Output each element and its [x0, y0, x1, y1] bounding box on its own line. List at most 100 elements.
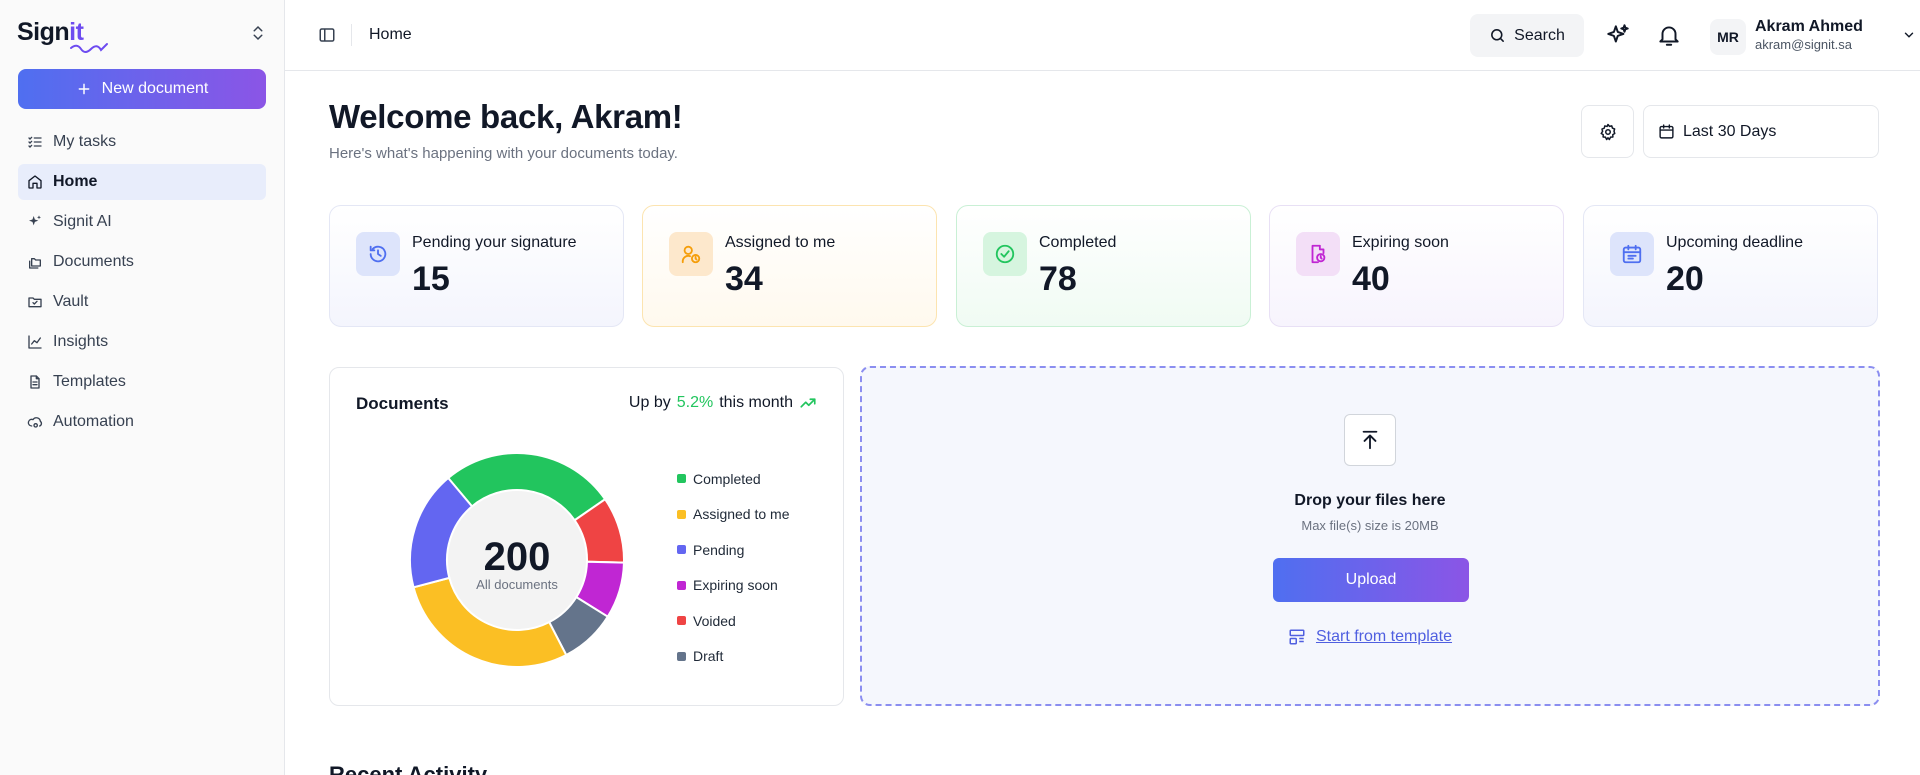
user-menu[interactable]: MR Akram Ahmed akram@signit.sa	[1710, 16, 1914, 56]
top-bar: Home Search MR Akram Ahmed akram@signit.…	[285, 0, 1920, 71]
trending-up-icon	[800, 398, 816, 408]
documents-donut-chart: 200 All documents	[410, 453, 624, 667]
divider	[351, 24, 352, 46]
stat-card-expiring[interactable]: Expiring soon 40	[1269, 205, 1564, 327]
stat-value: 20	[1666, 260, 1704, 298]
sidebar-item-my-tasks[interactable]: My tasks	[18, 124, 266, 160]
sidebar-item-signit-ai[interactable]: Signit AI	[18, 204, 266, 240]
dashboard-settings-button[interactable]	[1581, 105, 1634, 158]
legend-item-voided: Voided	[677, 603, 790, 639]
new-document-button[interactable]: New document	[18, 69, 266, 109]
donut-total-label: All documents	[476, 577, 558, 592]
stat-label: Assigned to me	[725, 234, 836, 251]
breadcrumb[interactable]: Home	[369, 26, 412, 43]
page-subtitle: Here's what's happening with your docume…	[329, 145, 678, 162]
stat-value: 40	[1352, 260, 1390, 298]
dropzone-title: Drop your files here	[1294, 492, 1446, 509]
list-checks-icon	[28, 136, 42, 148]
sidebar-item-label: Insights	[53, 333, 109, 350]
upload-button[interactable]: Upload	[1273, 558, 1469, 602]
donut-total: 200	[484, 535, 551, 579]
legend-label: Completed	[693, 470, 761, 487]
stat-card-deadline[interactable]: Upcoming deadline 20	[1583, 205, 1878, 327]
legend-swatch	[677, 616, 686, 626]
chart-legend: Completed Assigned to me Pending Expiring s…	[677, 461, 790, 674]
trend-percentage: 5.2%	[676, 394, 714, 411]
user-email: akram@signit.sa	[1755, 37, 1853, 52]
donut-slice-assigned-to-me[interactable]	[412, 576, 568, 667]
stat-value: 34	[725, 260, 763, 298]
search-icon	[1491, 29, 1505, 42]
documents-card-title: Documents	[356, 394, 449, 413]
check-circle-icon	[983, 232, 1027, 276]
user-name: Akram Ahmed	[1755, 18, 1863, 35]
chevrons-up-down-icon[interactable]	[249, 24, 267, 42]
stat-label: Expiring soon	[1352, 234, 1449, 251]
logo-swoosh-icon	[70, 43, 108, 53]
sidebar-item-automation[interactable]: Automation	[18, 404, 266, 440]
trend-prefix: Up by	[628, 394, 671, 411]
sidebar: Signit New document My tasks Home Signit…	[0, 0, 285, 775]
user-clock-icon	[669, 232, 713, 276]
donut-center	[447, 490, 587, 630]
sidebar-item-insights[interactable]: Insights	[18, 324, 266, 360]
sidebar-item-label: Signit AI	[53, 213, 112, 230]
sidebar-item-documents[interactable]: Documents	[18, 244, 266, 280]
calendar-icon	[1659, 124, 1674, 139]
sidebar-toggle-icon[interactable]	[318, 26, 336, 44]
stat-label: Pending your signature	[412, 234, 577, 251]
plus-icon	[78, 83, 90, 95]
date-range-label: Last 30 Days	[1683, 122, 1777, 140]
legend-swatch	[677, 580, 686, 590]
file-dropzone[interactable]: Drop your files here Max file(s) size is…	[860, 366, 1880, 706]
avatar: MR	[1710, 19, 1746, 55]
legend-item-completed: Completed	[677, 461, 790, 497]
start-from-template-link[interactable]: Start from template	[862, 628, 1878, 646]
legend-item-assigned-to-me: Assigned to me	[677, 497, 790, 533]
line-chart-icon	[28, 335, 42, 349]
sidebar-item-label: Templates	[53, 373, 126, 390]
sidebar-item-label: My tasks	[53, 133, 117, 150]
page-title: Welcome back, Akram!	[329, 98, 683, 135]
legend-label: Draft	[693, 648, 724, 665]
legend-label: Expiring soon	[693, 577, 778, 594]
bell-icon[interactable]	[1656, 22, 1682, 48]
stat-card-assigned[interactable]: Assigned to me 34	[642, 205, 937, 327]
folders-icon	[29, 258, 41, 269]
sidebar-item-label: Home	[53, 173, 98, 190]
legend-label: Voided	[693, 612, 736, 629]
sidebar-item-vault[interactable]: Vault	[18, 284, 266, 320]
brand: Signit	[17, 16, 267, 53]
donut-slice-pending[interactable]	[410, 476, 474, 589]
sidebar-item-home[interactable]: Home	[18, 164, 266, 200]
stat-card-completed[interactable]: Completed 78	[956, 205, 1251, 327]
legend-label: Pending	[693, 541, 745, 558]
ai-sparkles-icon[interactable]	[1605, 22, 1631, 48]
folder-check-icon	[28, 297, 42, 308]
stat-card-pending[interactable]: Pending your signature 15	[329, 205, 624, 327]
chevron-down-icon	[1904, 32, 1914, 38]
legend-swatch	[677, 509, 686, 519]
search-button[interactable]: Search	[1470, 14, 1584, 57]
legend-item-expiring-soon: Expiring soon	[677, 568, 790, 604]
sidebar-nav: My tasks Home Signit AI Documents Vault …	[18, 124, 266, 444]
stat-label: Completed	[1039, 234, 1117, 251]
recent-activity-title: Recent Activity	[329, 762, 488, 775]
file-clock-icon	[1296, 232, 1340, 276]
sidebar-item-label: Documents	[53, 253, 134, 270]
legend-swatch	[677, 474, 686, 484]
legend-swatch	[677, 545, 686, 555]
start-from-template-label: Start from template	[1315, 628, 1453, 645]
date-range-button[interactable]: Last 30 Days	[1643, 105, 1879, 158]
calendar-icon	[1610, 232, 1654, 276]
cloud-cog-icon	[27, 417, 43, 428]
gear-icon	[1600, 123, 1615, 140]
sparkles-icon	[29, 215, 41, 226]
documents-card: Documents Up by 5.2% this month 200 All …	[329, 367, 844, 706]
search-label: Search	[1514, 26, 1565, 44]
sidebar-item-templates[interactable]: Templates	[18, 364, 266, 400]
stat-value: 78	[1039, 260, 1077, 298]
sidebar-item-label: Automation	[53, 413, 134, 430]
signit-logo[interactable]: Signit	[17, 18, 84, 46]
trend-indicator: Up by 5.2% this month	[629, 394, 817, 412]
